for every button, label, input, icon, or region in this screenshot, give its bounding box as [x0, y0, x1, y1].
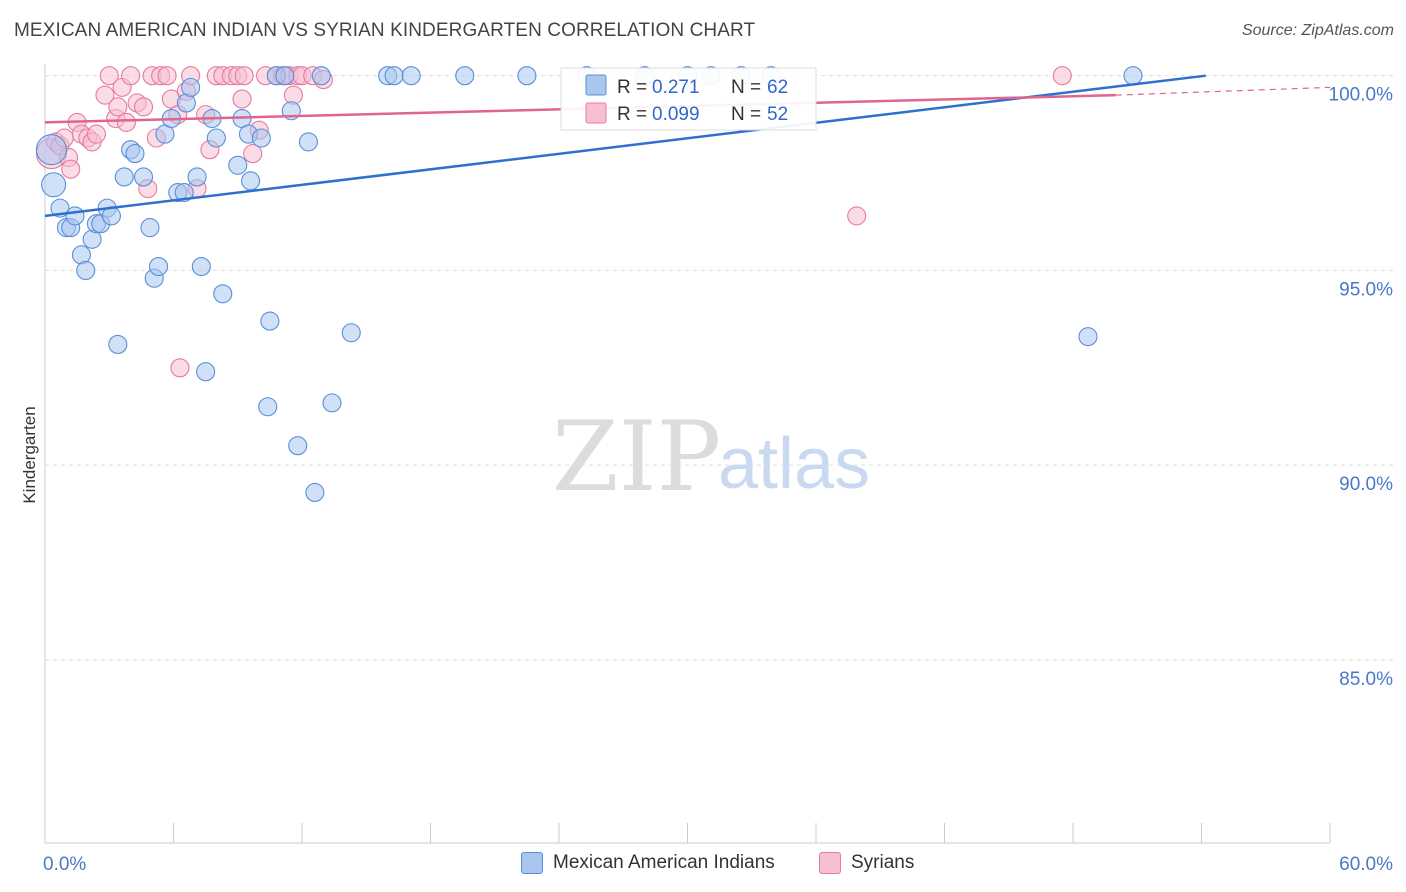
syrians-point — [157, 66, 177, 86]
mexican-american-indians-point — [322, 393, 342, 413]
legend-r-value-2: 0.099 — [652, 104, 700, 125]
mexican-american-indians-point — [401, 66, 421, 86]
legend-n-value-2: 52 — [767, 104, 788, 125]
legend-n-value-1: 62 — [767, 77, 788, 98]
mexican-american-indians-point — [206, 128, 226, 148]
mexican-american-indians-point — [213, 284, 233, 304]
syrians-point — [95, 85, 115, 105]
mexican-american-indians-point — [65, 206, 85, 226]
mexican-american-indians-point — [148, 256, 169, 277]
mexican-american-indians-point — [228, 155, 248, 175]
mexican-american-indians-point — [311, 66, 331, 86]
mexican-american-indians-point — [341, 323, 361, 343]
syrians-point — [232, 89, 252, 109]
chart-title: MEXICAN AMERICAN INDIAN VS SYRIAN KINDER… — [14, 20, 756, 41]
legend-item-syrians: Syrians — [819, 852, 914, 874]
syrians-point — [133, 97, 154, 117]
mexican-american-indians-point — [133, 167, 154, 187]
syrians-point — [121, 66, 141, 86]
blue-trend-line — [44, 74, 1206, 218]
legend-r-label-1: R = — [617, 77, 647, 98]
stats-legend: R = 0.271 N = 62 R = 0.099 N = 52 — [560, 67, 817, 131]
y-tick-label: 85.0% — [1339, 669, 1393, 690]
gridlines — [45, 75, 1395, 661]
mexican-american-indians-point — [196, 362, 216, 382]
mexican-american-indians-point — [191, 256, 211, 277]
y-tick-label: 90.0% — [1339, 474, 1393, 495]
syrians-point — [86, 124, 106, 144]
mexican-american-indians-point — [251, 128, 271, 148]
y-tick-label: 95.0% — [1339, 279, 1393, 300]
mexican-american-indians-point — [275, 66, 295, 86]
legend-item-mexican-american-indians: Mexican American Indians — [521, 852, 775, 874]
legend-label-blue: Mexican American Indians — [553, 852, 775, 873]
syrians-point — [847, 206, 867, 226]
pink-trend-extension — [1115, 86, 1331, 96]
mexican-american-indians-point — [517, 66, 537, 86]
watermark-zip: ZIP — [552, 401, 721, 513]
legend-n-label-1: N = — [731, 77, 761, 98]
x-tick-labels: 0.0% 60.0% — [43, 854, 1393, 875]
mexican-american-indians-point — [258, 397, 278, 417]
mexican-american-indians-point — [305, 482, 325, 503]
legend-r-value-1: 0.271 — [652, 77, 700, 98]
mexican-american-indians-point — [174, 182, 194, 203]
legend-swatch-blue — [585, 74, 607, 96]
x-tick-label: 0.0% — [43, 854, 86, 875]
mexican-american-indians-point — [181, 77, 201, 97]
mexican-american-indians-point — [1078, 327, 1098, 347]
watermark-atlas: atlas — [718, 424, 870, 504]
mexican-american-indians-point — [298, 132, 318, 152]
mexican-american-indians-point — [125, 144, 145, 164]
legend-swatch-blue — [521, 852, 543, 874]
syrians-point — [234, 66, 254, 86]
mexican-american-indians-point — [114, 167, 134, 187]
legend-swatch-pink — [819, 852, 841, 874]
mexican-american-indians-point — [76, 260, 96, 280]
syrians-point — [170, 358, 190, 378]
legend-n-label-2: N = — [731, 104, 761, 125]
source-credit: Source: ZipAtlas.com — [1241, 22, 1394, 39]
mexican-american-indians-point — [455, 66, 475, 86]
y-tick-labels: 100.0% 95.0% 90.0% 85.0% — [1329, 85, 1394, 690]
mexican-american-indians-point — [260, 311, 280, 331]
mexican-american-indians-point — [187, 167, 207, 187]
syrians-point — [1052, 66, 1072, 86]
syrians-point — [108, 97, 128, 117]
mexican-american-indians-point — [384, 66, 404, 86]
mexican-american-indians-point — [241, 171, 261, 191]
syrians-point — [243, 144, 263, 164]
mexican-american-indians-point — [108, 334, 128, 354]
legend-r-label-2: R = — [617, 104, 647, 125]
mexican-american-indians-point — [140, 218, 160, 238]
mexican-american-indians-point — [41, 172, 67, 198]
series-legend: Mexican American Indians Syrians — [0, 852, 1406, 878]
syrians-point — [61, 159, 81, 179]
watermark: ZIP atlas — [552, 401, 870, 513]
mexican-american-indians-point — [1123, 66, 1143, 86]
y-tick-label: 100.0% — [1329, 85, 1394, 106]
syrians-points — [35, 66, 1072, 378]
x-tick-label: 60.0% — [1339, 854, 1393, 875]
syrians-point — [116, 112, 136, 132]
mexican-american-indians-point — [35, 134, 67, 166]
mexican-american-indians-point — [288, 436, 308, 456]
legend-swatch-pink — [585, 102, 607, 124]
legend-label-pink: Syrians — [851, 852, 915, 873]
syrians-point — [99, 66, 119, 86]
